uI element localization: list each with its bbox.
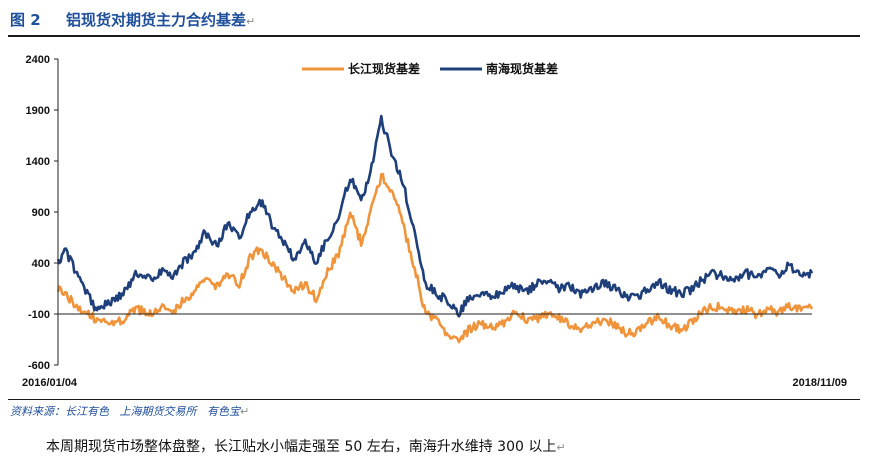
chart-legend: 长江现货基差 南海现货基差: [302, 61, 558, 76]
y-tick-label: -100: [28, 309, 50, 321]
legend-label-changjiang: 长江现货基差: [348, 61, 420, 76]
paragraph-mark-icon: ↵: [556, 441, 566, 454]
paragraph-mark-icon: ↵: [239, 405, 250, 418]
series-line-nanhai: [56, 114, 814, 318]
figure-number: 图 2: [10, 11, 41, 29]
y-tick-label: -600: [28, 360, 50, 372]
y-tick-label: 900: [32, 207, 50, 219]
y-axis-ticks: -600 -100 400 900 1400 1900 2400: [26, 54, 58, 372]
top-rule: [8, 35, 860, 37]
y-tick-label: 1400: [26, 156, 50, 168]
series-layer: [56, 114, 814, 344]
figure-title-label: 铝现货对期货主力合约基差: [66, 11, 247, 29]
source-text: 资料来源：长江有色 上海期货交易所 有色宝: [10, 405, 240, 418]
x-axis-ticks: 2016/01/04 2018/11/09: [22, 377, 847, 389]
bottom-rule: [8, 399, 860, 400]
figure-title-text: 铝现货对期货主力合约基差↵: [66, 9, 255, 30]
paragraph-mark-icon: ↵: [246, 15, 256, 28]
legend-label-nanhai: 南海现货基差: [486, 61, 558, 76]
series-line-changjiang: [56, 172, 814, 344]
source-note: 资料来源：长江有色 上海期货交易所 有色宝↵: [10, 403, 249, 419]
caption-text: 本周期现货市场整体盘整，长江贴水小幅走强至 50 左右，南海升水维持 300 以…: [46, 439, 557, 455]
figure-title: 图 2 铝现货对期货主力合约基差↵: [0, 0, 877, 34]
y-tick-label: 1900: [26, 105, 50, 117]
x-tick-label: 2016/01/04: [22, 377, 78, 389]
y-tick-label: 2400: [26, 54, 50, 66]
caption-paragraph: 本周期现货市场整体盘整，长江贴水小幅走强至 50 左右，南海升水维持 300 以…: [46, 436, 566, 456]
x-tick-label: 2018/11/09: [793, 377, 847, 389]
y-tick-label: 400: [32, 258, 50, 270]
